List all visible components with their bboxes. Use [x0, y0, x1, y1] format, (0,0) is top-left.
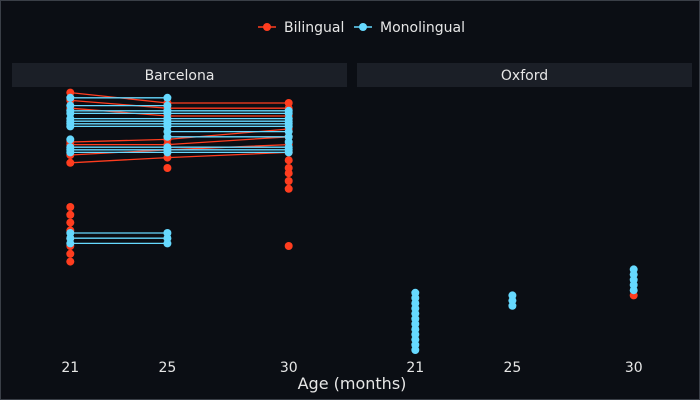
facet-panels: Barcelona 21 25 30 Oxford 21 25 30	[12, 63, 692, 376]
data-point-bilingual	[66, 249, 75, 258]
trajectory-line-bilingual	[70, 128, 289, 143]
data-point-bilingual	[284, 169, 293, 178]
data-point-bilingual	[284, 156, 293, 165]
legend-marker-bilingual	[263, 23, 271, 31]
data-point-monolingual	[411, 288, 420, 297]
data-point-monolingual	[163, 132, 172, 141]
data-point-bilingual	[66, 158, 75, 167]
legend-label-bilingual: Bilingual	[284, 20, 344, 36]
legend-item-bilingual[interactable]: Bilingual	[258, 20, 344, 36]
data-point-monolingual	[163, 93, 172, 102]
data-point-monolingual	[66, 135, 75, 144]
data-point-monolingual	[66, 148, 75, 157]
panel-barcelona: Barcelona 21 25 30	[12, 63, 347, 376]
data-point-monolingual	[284, 148, 293, 157]
x-tick-label: 30	[625, 360, 643, 376]
x-tick-label: 25	[158, 360, 176, 376]
data-point-bilingual	[284, 177, 293, 185]
data-point-bilingual	[163, 164, 172, 172]
trajectory-line-bilingual	[70, 99, 289, 109]
panel-oxford: Oxford 21 25 30	[357, 63, 692, 376]
data-point-bilingual	[284, 184, 293, 193]
legend-marker-monolingual	[359, 23, 367, 31]
data-point-monolingual	[629, 265, 638, 274]
data-point-bilingual	[66, 218, 75, 227]
data-point-bilingual	[284, 242, 293, 250]
data-point-bilingual	[66, 210, 75, 219]
x-axis-label: Age (months)	[298, 374, 407, 393]
legend-label-monolingual: Monolingual	[380, 20, 465, 36]
data-point-monolingual	[66, 93, 75, 102]
data-point-bilingual	[66, 203, 75, 211]
data-point-monolingual	[284, 138, 293, 146]
trajectory-line-bilingual	[70, 151, 289, 164]
facet-strip-barcelona	[12, 63, 347, 87]
legend-item-monolingual[interactable]: Monolingual	[354, 20, 465, 36]
x-tick-label: 21	[61, 360, 79, 376]
data-point-monolingual	[163, 148, 172, 157]
data-point-monolingual	[66, 239, 75, 248]
facet-strip-label-barcelona: Barcelona	[145, 68, 215, 84]
facet-strip-oxford	[357, 63, 692, 87]
data-point-monolingual	[163, 239, 172, 248]
data-point-monolingual	[66, 122, 75, 131]
x-tick-label: 25	[503, 360, 521, 376]
data-point-monolingual	[508, 291, 517, 300]
facet-strip-label-oxford: Oxford	[501, 68, 548, 84]
x-tick-label: 21	[406, 360, 424, 376]
x-tick-label: 30	[280, 360, 298, 376]
data-point-bilingual	[66, 257, 75, 266]
legend: Bilingual Monolingual	[258, 20, 465, 36]
trajectory-line-bilingual	[70, 107, 289, 117]
